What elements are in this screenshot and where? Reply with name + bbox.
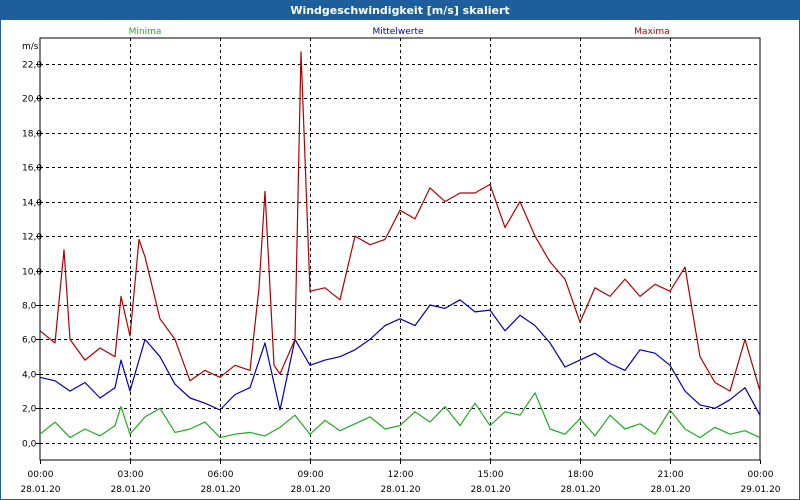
x-tick-date-label: 28.01.20 [380, 485, 420, 495]
x-tick-date-label: 28.01.20 [290, 485, 330, 495]
x-tick-time-label: 06:00 [208, 470, 234, 480]
y-tick-label: 12,0 [22, 233, 42, 243]
y-tick-label: 6,0 [22, 336, 37, 346]
x-tick-date-label: 28.01.20 [110, 485, 150, 495]
series-line-mittelwerte [39, 299, 761, 416]
x-tick-time-label: 03:00 [118, 470, 144, 480]
x-tick-time-label: 00:00 [28, 470, 54, 480]
x-tick-date-label: 28.01.20 [200, 485, 240, 495]
y-tick-label: 10,0 [22, 268, 42, 278]
x-tick-date-label: 28.01.20 [650, 485, 690, 495]
legend-maxima: Maxima [634, 27, 669, 37]
x-tick-time-label: 18:00 [568, 470, 594, 480]
legend-mittelwerte: Mittelwerte [372, 27, 423, 37]
x-tick-date-label: 29.01.20 [740, 485, 780, 495]
x-tick-time-label: 09:00 [298, 470, 324, 480]
series-line-maxima [39, 51, 761, 392]
y-tick-label: 0,0 [22, 440, 37, 450]
x-tick-time-label: 00:00 [748, 470, 774, 480]
y-tick-label: 8,0 [22, 302, 37, 312]
y-tick-label: 20,0 [22, 95, 42, 105]
y-tick-label: 4,0 [22, 371, 37, 381]
y-tick-label: 2,0 [22, 405, 37, 415]
x-tick-date-label: 28.01.20 [560, 485, 600, 495]
y-axis-unit: m/s [22, 42, 39, 52]
y-tick-label: 22,0 [22, 61, 42, 71]
x-tick-time-label: 12:00 [388, 470, 414, 480]
y-tick-label: 16,0 [22, 164, 42, 174]
legend-minima: Minima [129, 27, 162, 37]
x-tick-date-label: 28.01.20 [470, 485, 510, 495]
x-tick-time-label: 21:00 [658, 470, 684, 480]
window-title: Windgeschwindigkeit [m/s] skaliert [1, 1, 799, 20]
x-tick-time-label: 15:00 [478, 470, 504, 480]
y-tick-label: 18,0 [22, 130, 42, 140]
x-tick-date-label: 28.01.20 [20, 485, 60, 495]
y-tick-label: 14,0 [22, 199, 42, 209]
series-line-minima [39, 392, 761, 439]
